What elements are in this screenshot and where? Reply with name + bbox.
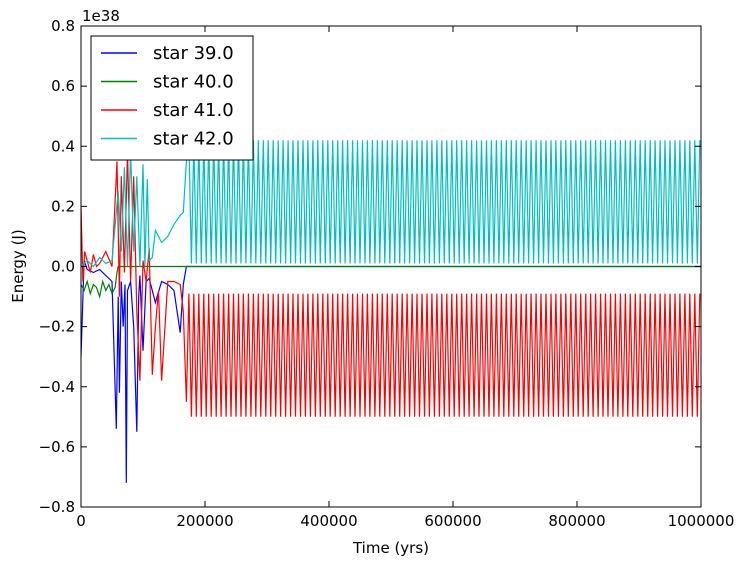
y-tick-label: −0.6 — [39, 438, 75, 456]
series-layer — [81, 140, 701, 483]
x-tick-label: 400000 — [300, 512, 357, 530]
series-line-4 — [81, 140, 701, 268]
y-tick-label: 0.0 — [51, 258, 75, 276]
x-tick-label: 600000 — [424, 512, 481, 530]
series-line-2 — [81, 265, 701, 299]
ticks-layer: 0 200000 400000 600000 800000 1000000 −0.8 −0.6… — [39, 17, 735, 530]
x-axis-label: Time (yrs) — [352, 539, 429, 557]
x-tick-label: 200000 — [176, 512, 233, 530]
x-tick-label: 1000000 — [668, 512, 735, 530]
legend-label: star 41.0 — [153, 100, 234, 121]
series-line-1 — [81, 260, 701, 483]
y-tick-label: 0.8 — [51, 17, 75, 35]
y-multiplier-label: 1e38 — [82, 7, 120, 25]
series-line-3 — [81, 152, 701, 417]
x-tick-label: 0 — [76, 512, 86, 530]
legend-label: star 42.0 — [153, 129, 234, 150]
y-tick-label: 0.6 — [51, 77, 75, 95]
legend-label: star 39.0 — [153, 43, 234, 64]
y-tick-label: 0.2 — [51, 197, 75, 215]
y-tick-label: 0.4 — [51, 137, 75, 155]
legend-label: star 40.0 — [153, 72, 234, 93]
y-tick-label: −0.8 — [39, 498, 75, 516]
y-axis-label: Energy (J) — [9, 229, 27, 302]
legend-box — [90, 35, 254, 161]
y-tick-label: −0.2 — [39, 318, 75, 336]
x-tick-label: 800000 — [548, 512, 605, 530]
legend: star 39.0 star 40.0 star 41.0 star 42.0 — [90, 35, 254, 161]
y-tick-label: −0.4 — [39, 378, 75, 396]
